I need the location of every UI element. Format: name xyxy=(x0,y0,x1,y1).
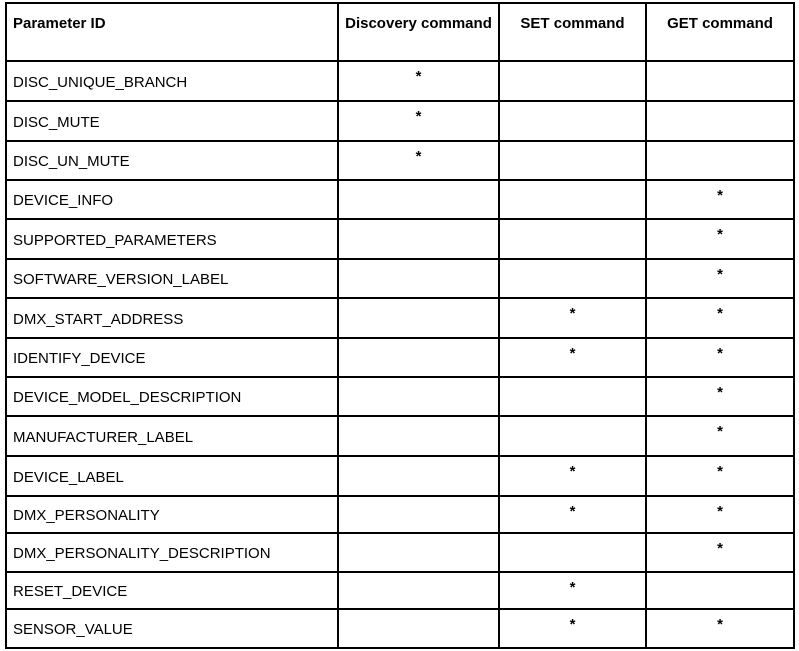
parameter-id-cell: SENSOR_VALUE xyxy=(5,608,339,649)
discovery-cell xyxy=(337,258,500,299)
get-cell: * xyxy=(645,258,795,299)
get-cell: * xyxy=(645,455,795,497)
parameter-id-cell: DEVICE_INFO xyxy=(5,179,339,220)
discovery-cell: * xyxy=(337,140,500,181)
set-cell xyxy=(498,415,647,457)
discovery-cell xyxy=(337,455,500,497)
set-cell: * xyxy=(498,608,647,649)
header-set-command: SET command xyxy=(498,2,647,62)
discovery-cell xyxy=(337,337,500,378)
set-cell: * xyxy=(498,337,647,378)
header-discovery-command: Discovery command xyxy=(337,2,500,62)
set-cell xyxy=(498,179,647,220)
parameter-id-cell: DISC_UNIQUE_BRANCH xyxy=(5,60,339,102)
parameter-id-cell: DMX_PERSONALITY xyxy=(5,495,339,534)
parameter-id-cell: SOFTWARE_VERSION_LABEL xyxy=(5,258,339,299)
get-cell: * xyxy=(645,495,795,534)
header-row: Parameter ID Discovery command SET comma… xyxy=(5,2,795,62)
parameter-id-cell: DMX_PERSONALITY_DESCRIPTION xyxy=(5,532,339,573)
get-cell: * xyxy=(645,218,795,260)
get-cell: * xyxy=(645,376,795,417)
set-cell xyxy=(498,100,647,142)
get-cell: * xyxy=(645,608,795,649)
parameter-id-cell: DEVICE_MODEL_DESCRIPTION xyxy=(5,376,339,417)
get-cell: * xyxy=(645,415,795,457)
table-row: DEVICE_LABEL * * xyxy=(5,455,795,497)
table-row: SOFTWARE_VERSION_LABEL * xyxy=(5,258,795,299)
set-cell xyxy=(498,258,647,299)
table-row: IDENTIFY_DEVICE * * xyxy=(5,337,795,378)
header-get-command: GET command xyxy=(645,2,795,62)
get-cell: * xyxy=(645,337,795,378)
parameter-id-cell: DISC_UN_MUTE xyxy=(5,140,339,181)
get-cell: * xyxy=(645,532,795,573)
table-row: SUPPORTED_PARAMETERS * xyxy=(5,218,795,260)
parameter-id-cell: RESET_DEVICE xyxy=(5,571,339,610)
get-cell xyxy=(645,571,795,610)
parameter-id-cell: SUPPORTED_PARAMETERS xyxy=(5,218,339,260)
table-row: DISC_MUTE * xyxy=(5,100,795,142)
discovery-cell xyxy=(337,495,500,534)
get-cell xyxy=(645,140,795,181)
set-cell: * xyxy=(498,455,647,497)
get-cell: * xyxy=(645,297,795,339)
parameter-id-cell: IDENTIFY_DEVICE xyxy=(5,337,339,378)
table-row: MANUFACTURER_LABEL * xyxy=(5,415,795,457)
discovery-cell xyxy=(337,608,500,649)
header-parameter-id: Parameter ID xyxy=(5,2,339,62)
parameter-id-cell: DEVICE_LABEL xyxy=(5,455,339,497)
parameter-id-cell: DISC_MUTE xyxy=(5,100,339,142)
set-cell: * xyxy=(498,571,647,610)
table-row: DISC_UN_MUTE * xyxy=(5,140,795,181)
table-row: DMX_PERSONALITY * * xyxy=(5,495,795,534)
discovery-cell xyxy=(337,218,500,260)
discovery-cell xyxy=(337,571,500,610)
set-cell: * xyxy=(498,495,647,534)
discovery-cell xyxy=(337,376,500,417)
set-cell xyxy=(498,532,647,573)
discovery-cell xyxy=(337,415,500,457)
table-row: DEVICE_MODEL_DESCRIPTION * xyxy=(5,376,795,417)
table-row: DMX_PERSONALITY_DESCRIPTION * xyxy=(5,532,795,573)
table-row: SENSOR_VALUE * * xyxy=(5,608,795,649)
discovery-cell: * xyxy=(337,60,500,102)
discovery-cell xyxy=(337,297,500,339)
set-cell xyxy=(498,376,647,417)
table-row: RESET_DEVICE * xyxy=(5,571,795,610)
table-row: DISC_UNIQUE_BRANCH * xyxy=(5,60,795,102)
get-cell: * xyxy=(645,179,795,220)
parameter-id-cell: DMX_START_ADDRESS xyxy=(5,297,339,339)
parameter-id-cell: MANUFACTURER_LABEL xyxy=(5,415,339,457)
get-cell xyxy=(645,100,795,142)
get-cell xyxy=(645,60,795,102)
table-row: DMX_START_ADDRESS * * xyxy=(5,297,795,339)
parameter-command-table: Parameter ID Discovery command SET comma… xyxy=(5,2,795,649)
discovery-cell xyxy=(337,179,500,220)
set-cell xyxy=(498,218,647,260)
discovery-cell: * xyxy=(337,100,500,142)
set-cell xyxy=(498,140,647,181)
table-row: DEVICE_INFO * xyxy=(5,179,795,220)
discovery-cell xyxy=(337,532,500,573)
set-cell xyxy=(498,60,647,102)
set-cell: * xyxy=(498,297,647,339)
